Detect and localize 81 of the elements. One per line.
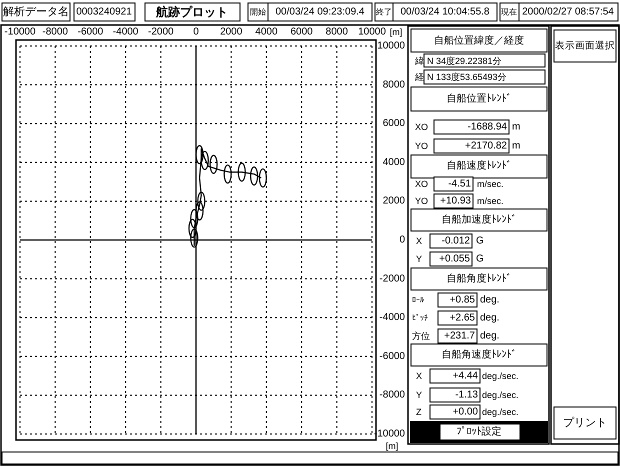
y-tick-label: 2000 bbox=[382, 196, 406, 207]
text: Y bbox=[416, 254, 422, 264]
x-tick-label: 10000 bbox=[358, 26, 386, 38]
text: m bbox=[512, 122, 520, 132]
x-tick-label: 6000 bbox=[290, 26, 314, 38]
text: ﾛｰﾙ bbox=[412, 296, 424, 304]
text: G bbox=[476, 254, 484, 264]
x-tick-label: 4000 bbox=[255, 26, 278, 38]
text: +10.93 bbox=[440, 196, 472, 206]
chart-title: 航跡プロット bbox=[155, 5, 228, 19]
x-tick-label: 8000 bbox=[326, 26, 348, 38]
x-tick-label: 2000 bbox=[220, 26, 243, 38]
text: 自船位置ﾄﾚﾝﾄﾞ bbox=[446, 92, 512, 104]
text: 方位 bbox=[412, 331, 430, 341]
text: +231.7 bbox=[444, 330, 476, 342]
text: +2.65 bbox=[450, 312, 476, 324]
text: deg./sec. bbox=[482, 371, 519, 381]
y-tick-label: 10000 bbox=[377, 40, 406, 52]
text: YO bbox=[415, 141, 428, 151]
text: -1.13 bbox=[455, 390, 478, 400]
text: YO bbox=[415, 196, 428, 206]
text: deg. bbox=[480, 294, 500, 306]
text: ﾌﾟﾛｯﾄ設定 bbox=[456, 426, 502, 438]
x-axis-title: [m] bbox=[390, 27, 402, 37]
text: -4.51 bbox=[448, 178, 472, 190]
text: 自船角速度ﾄﾚﾝﾄﾞ bbox=[442, 348, 516, 360]
y-tick-label: -6000 bbox=[379, 350, 406, 362]
text: Y bbox=[416, 390, 422, 400]
text: プリント bbox=[563, 416, 607, 429]
text: 00/03/24 09:23:09.4 bbox=[276, 6, 365, 18]
y-tick-label: 4000 bbox=[382, 156, 406, 168]
text: 終了 bbox=[375, 8, 392, 16]
y-tick-label: 6000 bbox=[382, 118, 406, 130]
text: 自船位置緯度／経度 bbox=[434, 34, 524, 46]
x-tick-label: 0 bbox=[193, 26, 200, 38]
text: m bbox=[512, 140, 520, 152]
y-tick-label: -4000 bbox=[379, 312, 406, 324]
text: X bbox=[416, 236, 422, 246]
text: m/sec. bbox=[477, 179, 504, 189]
text: deg./sec. bbox=[482, 407, 519, 417]
text: 表示画面選択 bbox=[555, 40, 615, 52]
text: 開始 bbox=[250, 8, 266, 16]
x-tick-label: -10000 bbox=[4, 26, 36, 38]
text: 緯 bbox=[414, 56, 424, 66]
text: Z bbox=[416, 407, 422, 417]
text: 自船速度ﾄﾚﾝﾄﾞ bbox=[446, 160, 512, 172]
text: G bbox=[476, 236, 484, 246]
text: deg. bbox=[480, 312, 500, 324]
text: +0.00 bbox=[452, 406, 478, 418]
text: 自船加速度ﾄﾚﾝﾄﾞ bbox=[442, 214, 516, 226]
text: +0.85 bbox=[450, 294, 476, 306]
x-tick-label: -8000 bbox=[42, 26, 68, 38]
y-tick-label: -8000 bbox=[379, 390, 406, 401]
y-axis-title: [m] bbox=[386, 441, 398, 451]
text: 現在 bbox=[501, 8, 517, 16]
text: 0003240921 bbox=[76, 6, 132, 18]
text: 00/03/24 10:04:55.8 bbox=[400, 6, 490, 18]
text: -0.012 bbox=[442, 236, 470, 246]
text: m/sec. bbox=[477, 196, 504, 206]
x-tick-label: -6000 bbox=[78, 26, 104, 38]
text: ﾋﾟｯﾁ bbox=[412, 314, 428, 322]
text: 解析データ名 bbox=[3, 6, 69, 18]
text: N 34度29.22381分 bbox=[427, 56, 502, 66]
text: 自船角度ﾄﾚﾝﾄﾞ bbox=[446, 272, 512, 284]
text: +2170.82 bbox=[465, 140, 508, 152]
text: X bbox=[416, 371, 422, 381]
y-tick-label: 8000 bbox=[382, 79, 406, 90]
y-tick-label: 0 bbox=[399, 234, 406, 246]
text: XO bbox=[415, 179, 428, 189]
x-tick-label: -4000 bbox=[112, 26, 139, 38]
text: deg./sec. bbox=[482, 390, 519, 400]
text: XO bbox=[415, 122, 428, 132]
text: 経 bbox=[414, 72, 424, 82]
text: deg. bbox=[480, 330, 500, 342]
text: N 133度53.65493分 bbox=[427, 72, 507, 82]
y-tick-label: -2000 bbox=[379, 273, 406, 284]
text: +4.44 bbox=[452, 370, 478, 382]
text: 2000/02/27 08:57:54 bbox=[522, 6, 614, 18]
x-tick-label: -2000 bbox=[148, 26, 174, 38]
text: -1688.94 bbox=[468, 122, 508, 132]
text: +0.055 bbox=[439, 254, 470, 264]
